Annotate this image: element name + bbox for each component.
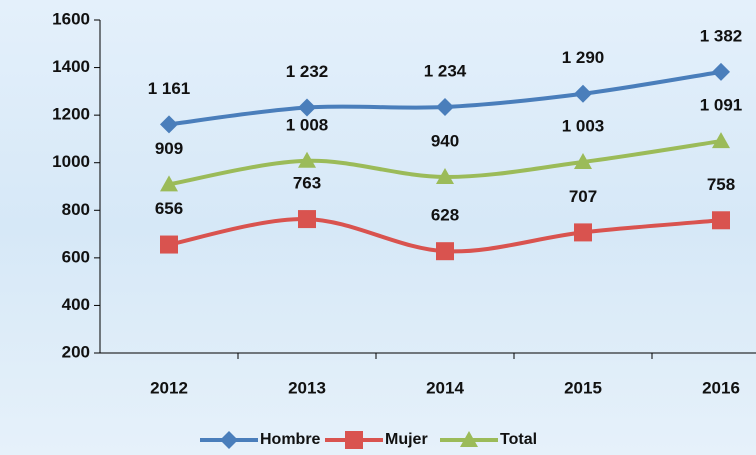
data-label: 1 382 [700, 26, 743, 45]
point [574, 153, 592, 170]
data-label: 1 290 [562, 48, 605, 67]
y-tick-label: 800 [62, 200, 90, 219]
data-label: 1 161 [148, 79, 191, 98]
y-tick-label: 1600 [52, 9, 90, 28]
point [298, 210, 316, 229]
point [436, 242, 454, 261]
x-tick-label: 2016 [702, 378, 740, 397]
legend-label: Mujer [385, 431, 428, 448]
point [712, 62, 730, 81]
y-tick-label: 600 [62, 247, 90, 266]
data-label: 909 [155, 139, 183, 158]
data-label: 656 [155, 199, 183, 218]
data-label: 628 [431, 206, 459, 225]
point [298, 151, 316, 168]
y-tick-label: 1400 [52, 57, 90, 76]
y-tick-label: 1000 [52, 152, 90, 171]
data-label: 763 [293, 174, 321, 193]
data-label: 707 [569, 187, 597, 206]
point [160, 115, 178, 134]
x-tick-label: 2014 [426, 378, 464, 397]
legend-label: Hombre [260, 431, 321, 448]
legend-marker [460, 431, 478, 447]
data-label: 1 232 [286, 62, 329, 81]
point [574, 223, 592, 242]
legend-marker [345, 431, 363, 449]
x-tick-label: 2013 [288, 378, 326, 397]
legend-label: Total [500, 431, 537, 448]
point [298, 98, 316, 117]
point [160, 175, 178, 192]
data-label: 1 008 [286, 115, 329, 134]
y-tick-label: 200 [62, 342, 90, 361]
point [436, 98, 454, 117]
legend-marker [220, 431, 238, 449]
y-tick-label: 400 [62, 295, 90, 314]
data-label: 1 003 [562, 116, 605, 135]
data-label: 1 234 [424, 62, 467, 81]
data-label: 940 [431, 131, 459, 150]
x-tick-label: 2012 [150, 378, 188, 397]
point [160, 235, 178, 254]
data-label: 1 091 [700, 96, 743, 115]
point [436, 167, 454, 184]
point [574, 84, 592, 103]
x-tick-label: 2015 [564, 378, 602, 397]
y-tick-label: 1200 [52, 105, 90, 124]
point [712, 211, 730, 230]
point [712, 132, 730, 149]
data-label: 758 [707, 175, 735, 194]
